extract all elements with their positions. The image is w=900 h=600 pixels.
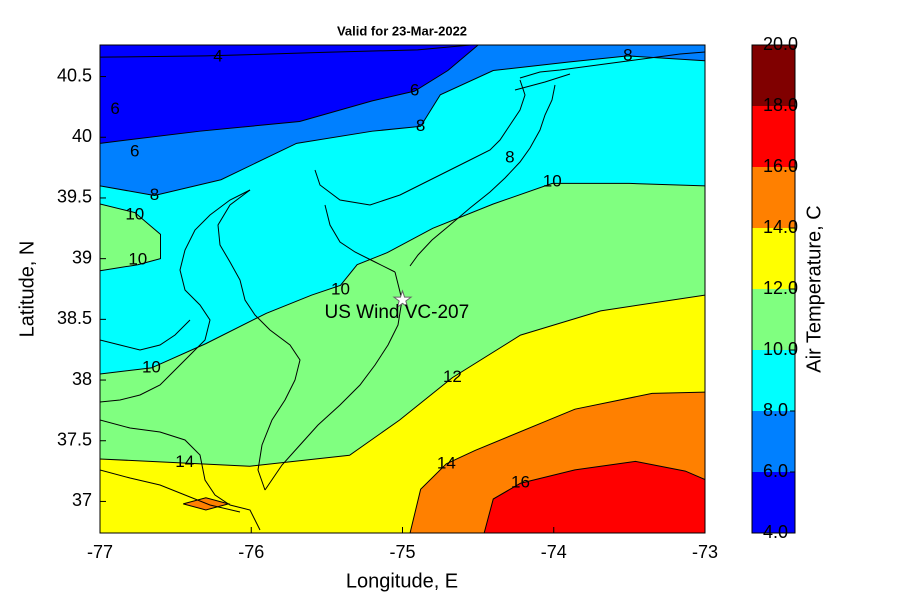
contour-band [484, 461, 705, 533]
coastline [100, 51, 705, 531]
coast-chesapeake [100, 189, 261, 531]
y-tick-label: 40 [72, 126, 92, 146]
x-tick-label: -77 [87, 542, 113, 562]
contour-line [100, 45, 479, 144]
x-tick-label: -74 [541, 542, 567, 562]
colorbar-tick-label: 4.0 [763, 522, 788, 542]
contour-label: 14 [437, 453, 456, 472]
colorbar-tick-label: 14.0 [763, 217, 798, 237]
contour-label: 14 [175, 452, 194, 471]
y-tick-label: 39.5 [57, 187, 92, 207]
colorbar-tick-label: 12.0 [763, 278, 798, 298]
chart-title: Valid for 23-Mar-2022 [337, 23, 467, 38]
contour-label: 8 [623, 45, 632, 64]
coast-ny [514, 51, 705, 91]
y-axis-label: Latitude, N [16, 241, 38, 338]
colorbar-band [752, 106, 795, 167]
colorbar-band [752, 45, 795, 106]
contour-label: 6 [110, 99, 119, 118]
contour-label: 8 [416, 116, 425, 135]
contour-label: 8 [150, 185, 159, 204]
contour-label: 10 [142, 357, 161, 376]
contour-line [100, 294, 705, 467]
station-label: US Wind VC-207 [325, 302, 470, 323]
y-tick-label: 37 [72, 490, 92, 510]
colorbar-label: Air Temperature, C [803, 205, 825, 372]
contour-label: 10 [331, 280, 350, 299]
y-tick-label: 38 [72, 369, 92, 389]
coast-nj [314, 79, 556, 267]
contour-label: 16 [511, 473, 530, 492]
x-tick-label: -73 [692, 542, 718, 562]
y-tick-label: 37.5 [57, 429, 92, 449]
colorbar-band [752, 228, 795, 289]
y-tick-label: 38.5 [57, 308, 92, 328]
contour-fills [100, 45, 705, 533]
colorbar-tick-label: 10.0 [763, 339, 798, 359]
contour-line [183, 497, 231, 511]
y-tick-label: 39 [72, 247, 92, 267]
y-tick-label: 40.5 [57, 65, 92, 85]
contour-lines: 4 6 8 6 6 8 10 10 10 10 8 10 8 12 14 16 14 [100, 45, 705, 533]
colorbar-band [752, 411, 795, 472]
coast-delmarva [217, 189, 403, 491]
colorbar-band [752, 289, 795, 350]
x-axis-label: Longitude, E [346, 570, 458, 592]
colorbar-tick-label: 6.0 [763, 461, 788, 481]
contour-label: 12 [443, 367, 462, 386]
colorbar-tick-label: 8.0 [763, 400, 788, 420]
contour-label: 10 [543, 172, 562, 191]
x-tick-label: -76 [238, 542, 264, 562]
colorbar-band [752, 167, 795, 228]
contour-line [100, 182, 705, 375]
colorbar-tick-label: 18.0 [763, 95, 798, 115]
contour-label: 4 [213, 47, 222, 66]
contour-label: 10 [128, 249, 147, 268]
contour-label: 8 [505, 147, 514, 166]
contour-line [100, 45, 471, 58]
contour-line [483, 460, 705, 533]
contour-label: 6 [130, 141, 139, 160]
contour-line [100, 203, 161, 272]
x-tick-label: -75 [389, 542, 415, 562]
station-marker [392, 289, 413, 309]
contour-band [100, 204, 161, 271]
colorbar-band [752, 472, 795, 533]
colorbar-tick-label: 16.0 [763, 156, 798, 176]
contour-label: 6 [410, 81, 419, 100]
contour-line [100, 55, 705, 197]
contour-line [409, 391, 705, 533]
colorbar-tick-label: 20.0 [763, 34, 798, 54]
contour-label: 10 [125, 204, 144, 223]
colorbar-band [752, 350, 795, 411]
